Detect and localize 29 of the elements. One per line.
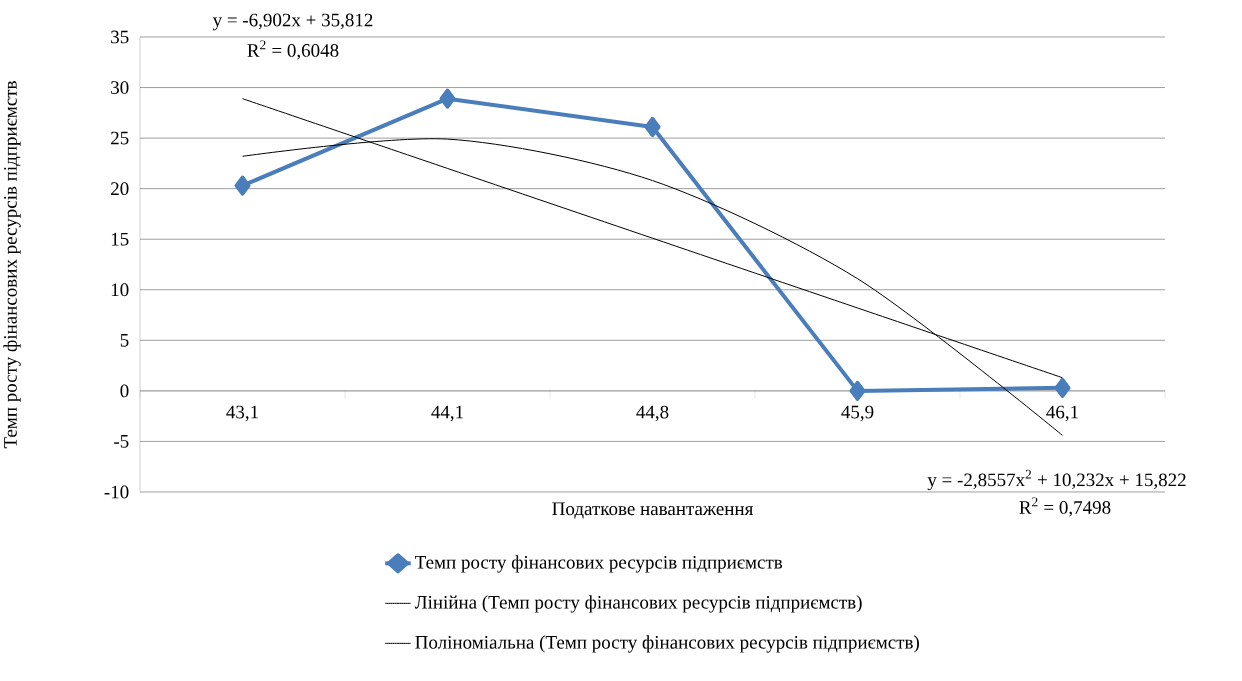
point xyxy=(234,175,251,196)
annotation: R$^{2}$ = 0,6048 xyxy=(247,40,339,60)
y-tick-label: 5 xyxy=(120,334,129,347)
legend-label: Темп росту фінансових ресурсів підприємств xyxy=(415,555,783,573)
x-tick-label: 45,9 xyxy=(841,405,874,422)
y-tick-label: 20 xyxy=(111,182,129,196)
text: y = -6,902x + 35,812 xyxy=(212,13,373,31)
point xyxy=(849,380,866,401)
x-tick-label: 44,1 xyxy=(431,405,463,422)
y-tick-label: 10 xyxy=(111,283,129,297)
y-tick-label: 30 xyxy=(111,81,129,94)
legend-label: Лінійна (Темп росту фінансових ресурсів підприємств) xyxy=(414,595,862,613)
y-tick-label: 25 xyxy=(111,131,129,145)
y-tick-label: 15 xyxy=(111,232,129,246)
x-tick-label: 44,8 xyxy=(636,405,669,422)
annotation: y = -2,8557x$^{2}$ + 10,232x + 15,822 xyxy=(927,469,1186,491)
y-axis-title: Темп росту фінансових ресурсів підприємств xyxy=(3,81,21,449)
y-tick-label: 0 xyxy=(120,384,129,398)
point xyxy=(439,88,456,109)
x-tick-label: 46,1 xyxy=(1046,405,1078,422)
point xyxy=(644,116,661,137)
y-tick-label: 35 xyxy=(111,30,129,44)
y-tick-label: -10 xyxy=(104,485,129,499)
point xyxy=(1054,377,1071,398)
x-axis-title: Податкове навантаження xyxy=(552,502,753,519)
text: R$^{2}$ = 0,7498 xyxy=(1019,497,1111,517)
legend-label: Поліноміальна (Темп росту фінансових ресурсів підприємств) xyxy=(415,635,919,653)
x-tick-label: 43,1 xyxy=(226,405,258,422)
y-tick-label: -5 xyxy=(114,435,129,448)
